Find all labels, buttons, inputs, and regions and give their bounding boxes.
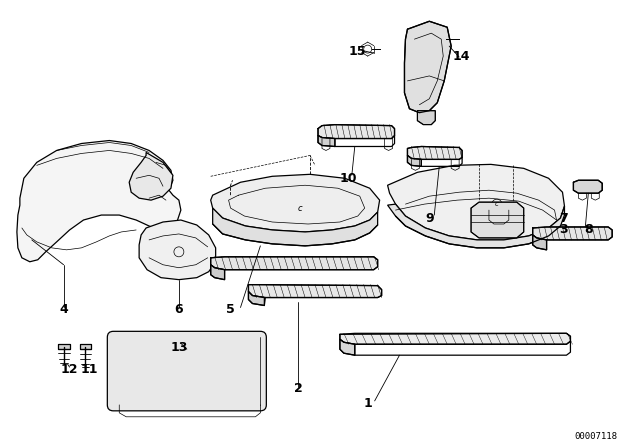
Polygon shape (211, 265, 225, 280)
FancyBboxPatch shape (108, 332, 266, 411)
Polygon shape (388, 204, 564, 248)
Polygon shape (211, 257, 378, 270)
Text: 00007118: 00007118 (575, 432, 618, 441)
Text: c: c (298, 203, 303, 213)
Text: 2: 2 (294, 383, 303, 396)
Polygon shape (532, 235, 547, 250)
Text: 14: 14 (452, 50, 470, 63)
Polygon shape (318, 136, 335, 146)
Text: 6: 6 (175, 303, 183, 316)
Text: 13: 13 (170, 341, 188, 354)
Polygon shape (17, 141, 181, 262)
Polygon shape (318, 125, 394, 138)
Polygon shape (340, 339, 355, 355)
Polygon shape (212, 208, 378, 246)
Text: 11: 11 (81, 362, 98, 375)
Polygon shape (129, 152, 173, 200)
Polygon shape (340, 333, 570, 344)
Polygon shape (388, 164, 564, 240)
Polygon shape (408, 146, 462, 159)
Polygon shape (408, 155, 421, 166)
Text: 8: 8 (584, 224, 593, 237)
Text: 10: 10 (339, 172, 356, 185)
Polygon shape (573, 180, 602, 193)
Polygon shape (417, 111, 435, 125)
Text: 1: 1 (364, 397, 372, 410)
Text: 12: 12 (61, 362, 78, 375)
Polygon shape (248, 292, 266, 306)
Polygon shape (58, 344, 70, 349)
Text: 3: 3 (559, 224, 568, 237)
Polygon shape (211, 174, 380, 232)
Text: 4: 4 (60, 303, 68, 316)
Polygon shape (471, 202, 524, 238)
Polygon shape (532, 227, 612, 240)
Text: 5: 5 (226, 303, 235, 316)
Polygon shape (404, 21, 451, 113)
Text: 15: 15 (349, 45, 367, 58)
Polygon shape (79, 344, 92, 349)
Text: 9: 9 (425, 211, 434, 224)
Text: 7: 7 (559, 211, 568, 224)
Polygon shape (248, 284, 381, 297)
Text: c: c (495, 201, 499, 207)
Polygon shape (139, 220, 216, 280)
